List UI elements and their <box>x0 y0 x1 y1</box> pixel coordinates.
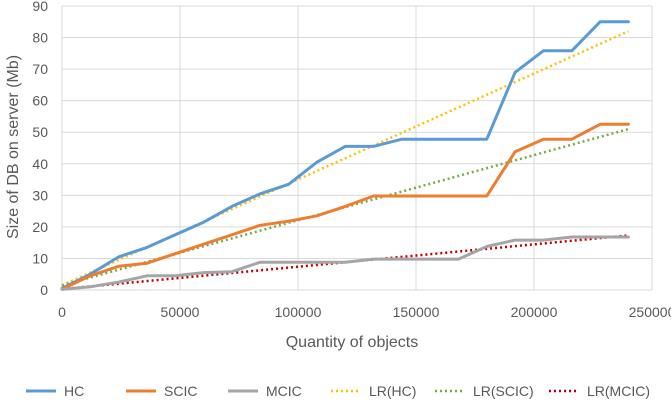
series-line-hc <box>60 20 630 290</box>
x-tick-label: 200000 <box>511 304 558 320</box>
x-axis-title: Quantity of objects <box>286 334 419 351</box>
series-line-lr-hc <box>61 30 629 287</box>
gridlines <box>61 5 653 291</box>
legend-label-hc: HC <box>64 383 84 399</box>
y-axis-ticks: 0 10 20 30 40 50 60 70 80 90 <box>32 0 48 298</box>
legend-label-lr-mcic: LR(MCIC) <box>587 383 650 399</box>
y-tick-label: 90 <box>32 0 48 14</box>
x-tick-label: 50000 <box>161 304 200 320</box>
y-tick-label: 30 <box>32 187 48 203</box>
legend: HC SCIC MCIC LR(HC) LR(SCIC) LR(MCIC) <box>26 383 650 399</box>
series-line-mcic <box>60 235 630 291</box>
y-tick-label: 50 <box>32 124 48 140</box>
legend-label-mcic: MCIC <box>266 383 302 399</box>
series-line-scic <box>60 122 630 291</box>
legend-label-lr-hc: LR(HC) <box>369 383 416 399</box>
y-axis-title: Size of DB on server (Mb) <box>5 55 22 239</box>
y-tick-label: 40 <box>32 156 48 172</box>
legend-label-scic: SCIC <box>164 383 197 399</box>
x-tick-label: 150000 <box>393 304 440 320</box>
y-tick-label: 80 <box>32 30 48 46</box>
y-tick-label: 10 <box>32 250 48 266</box>
x-tick-label: 100000 <box>275 304 322 320</box>
x-tick-label: 0 <box>58 304 66 320</box>
y-tick-label: 70 <box>32 61 48 77</box>
series-lines <box>60 20 630 291</box>
x-tick-label: 250000 <box>629 304 671 320</box>
y-tick-label: 60 <box>32 93 48 109</box>
x-axis-ticks: 0 50000 100000 150000 200000 250000 <box>58 304 671 320</box>
y-tick-label: 20 <box>32 219 48 235</box>
legend-label-lr-scic: LR(SCIC) <box>473 383 534 399</box>
y-tick-label: 0 <box>40 282 48 298</box>
